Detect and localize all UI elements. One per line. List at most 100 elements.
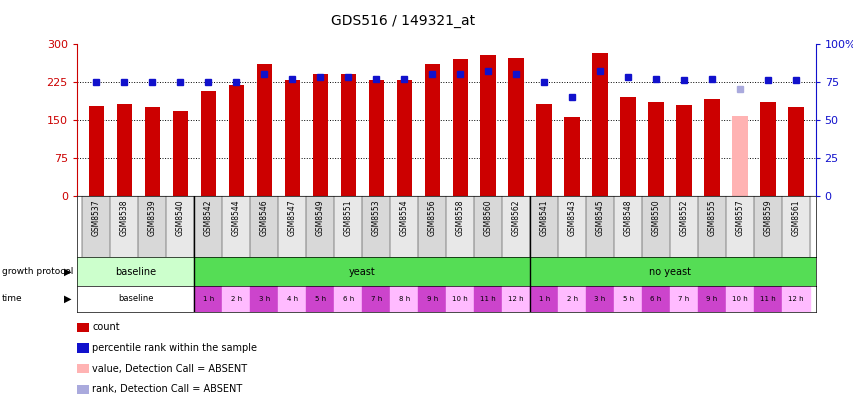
Text: 12 h: 12 h xyxy=(508,296,524,302)
Bar xyxy=(676,105,691,196)
Bar xyxy=(592,53,607,196)
Bar xyxy=(502,196,530,257)
Bar xyxy=(480,55,496,196)
Text: GSM8547: GSM8547 xyxy=(287,199,297,236)
Text: GSM8538: GSM8538 xyxy=(119,199,129,236)
Bar xyxy=(647,102,663,196)
Bar xyxy=(418,286,445,312)
Bar xyxy=(759,102,775,196)
Text: 6 h: 6 h xyxy=(342,296,353,302)
Text: 5 h: 5 h xyxy=(315,296,326,302)
Bar xyxy=(418,196,445,257)
Bar xyxy=(138,196,166,257)
Bar xyxy=(613,286,641,312)
Bar xyxy=(144,107,160,196)
Text: 3 h: 3 h xyxy=(594,296,605,302)
Text: GSM8546: GSM8546 xyxy=(259,199,269,236)
Text: GSM8558: GSM8558 xyxy=(456,199,464,236)
Text: GSM8557: GSM8557 xyxy=(734,199,744,236)
Text: 9 h: 9 h xyxy=(426,296,438,302)
Text: GSM8540: GSM8540 xyxy=(176,199,185,236)
Bar xyxy=(530,286,558,312)
Text: GSM8550: GSM8550 xyxy=(651,199,660,236)
Text: baseline: baseline xyxy=(118,294,154,303)
Bar xyxy=(172,110,188,196)
Text: GSM8555: GSM8555 xyxy=(706,199,716,236)
Bar xyxy=(166,196,194,257)
Text: 2 h: 2 h xyxy=(566,296,577,302)
Text: GSM8552: GSM8552 xyxy=(679,199,688,236)
Text: rank, Detection Call = ABSENT: rank, Detection Call = ABSENT xyxy=(92,384,242,394)
Bar xyxy=(229,85,244,196)
Bar xyxy=(278,196,306,257)
Bar xyxy=(250,196,278,257)
Text: 2 h: 2 h xyxy=(230,296,241,302)
Bar xyxy=(250,286,278,312)
Bar xyxy=(334,196,362,257)
Bar xyxy=(753,286,781,312)
Text: percentile rank within the sample: percentile rank within the sample xyxy=(92,343,257,353)
Bar xyxy=(697,286,725,312)
Bar xyxy=(362,286,390,312)
Bar xyxy=(257,64,272,196)
Text: GSM8560: GSM8560 xyxy=(483,199,492,236)
Bar xyxy=(306,196,334,257)
Text: GSM8548: GSM8548 xyxy=(623,199,632,236)
Text: 7 h: 7 h xyxy=(370,296,381,302)
Bar xyxy=(704,99,719,196)
Text: 10 h: 10 h xyxy=(452,296,467,302)
Bar xyxy=(530,196,558,257)
Bar xyxy=(753,196,781,257)
Bar xyxy=(558,196,585,257)
Text: GDS516 / 149321_at: GDS516 / 149321_at xyxy=(331,14,475,28)
Bar xyxy=(222,286,250,312)
Text: 3 h: 3 h xyxy=(258,296,270,302)
Bar xyxy=(613,196,641,257)
Bar xyxy=(473,286,502,312)
Text: GSM8562: GSM8562 xyxy=(511,199,520,236)
Bar xyxy=(83,196,110,257)
Text: yeast: yeast xyxy=(349,267,375,277)
Bar xyxy=(725,286,753,312)
Bar xyxy=(77,286,194,312)
Text: GSM8554: GSM8554 xyxy=(399,199,409,236)
Text: GSM8537: GSM8537 xyxy=(92,199,101,236)
Text: growth protocol: growth protocol xyxy=(2,267,73,276)
Text: GSM8559: GSM8559 xyxy=(763,199,772,236)
Text: count: count xyxy=(92,322,119,333)
Text: 11 h: 11 h xyxy=(479,296,496,302)
Bar xyxy=(396,80,411,196)
Text: time: time xyxy=(2,294,22,303)
Bar xyxy=(194,257,530,286)
Bar xyxy=(200,91,216,196)
Text: baseline: baseline xyxy=(115,267,156,277)
Bar xyxy=(452,59,467,196)
Bar xyxy=(368,80,384,196)
Text: 9 h: 9 h xyxy=(705,296,717,302)
Text: 12 h: 12 h xyxy=(787,296,803,302)
Text: 8 h: 8 h xyxy=(398,296,409,302)
Bar xyxy=(284,80,299,196)
Bar xyxy=(340,74,356,196)
Bar xyxy=(536,103,551,196)
Bar xyxy=(670,196,697,257)
Text: GSM8561: GSM8561 xyxy=(791,199,799,236)
Text: 5 h: 5 h xyxy=(622,296,633,302)
Bar xyxy=(194,286,222,312)
Bar xyxy=(787,107,803,196)
Bar xyxy=(530,257,815,286)
Bar xyxy=(725,196,753,257)
Bar xyxy=(564,117,579,196)
Bar xyxy=(334,286,362,312)
Text: GSM8556: GSM8556 xyxy=(427,199,436,236)
Text: GSM8539: GSM8539 xyxy=(148,199,157,236)
Bar xyxy=(194,196,222,257)
Bar xyxy=(697,196,725,257)
Bar xyxy=(585,196,613,257)
Bar xyxy=(445,286,473,312)
Text: GSM8549: GSM8549 xyxy=(316,199,324,236)
Bar xyxy=(222,196,250,257)
Bar xyxy=(781,286,809,312)
Bar xyxy=(278,286,306,312)
Bar xyxy=(390,286,418,312)
